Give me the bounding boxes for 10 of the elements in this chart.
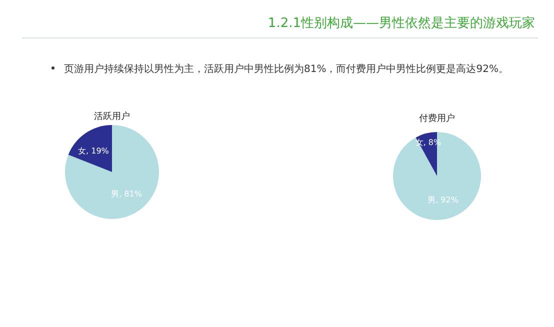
data-label: , 92%: [436, 195, 459, 204]
slice-label: 女: [78, 146, 86, 156]
data-label: , 19%: [86, 146, 110, 156]
chart-title: 活跃用户: [94, 111, 130, 122]
slice-label: 男: [428, 195, 436, 204]
slice-label: 男: [111, 189, 120, 198]
text: 页游用户持续保持以男性为主，活跃用户中男性比例为81%，而付费用户中男性比例更是高达92%。: [64, 63, 508, 75]
text: 1.2.1性别构成——男性依然是主要的游戏玩家: [268, 15, 535, 31]
chart-title: 付费用户: [419, 113, 455, 124]
data-label: , 81%: [119, 189, 142, 198]
